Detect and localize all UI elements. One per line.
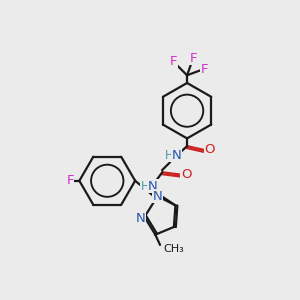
Text: F: F	[200, 63, 208, 76]
Text: F: F	[66, 174, 74, 187]
Text: H: H	[165, 149, 174, 162]
Text: F: F	[169, 55, 177, 68]
Text: F: F	[190, 52, 197, 65]
Text: O: O	[204, 143, 215, 157]
Text: O: O	[181, 168, 192, 181]
Text: CH₃: CH₃	[164, 244, 184, 254]
Text: N: N	[153, 190, 163, 203]
Text: N: N	[148, 180, 158, 193]
Text: N: N	[171, 149, 181, 162]
Text: N: N	[136, 212, 146, 225]
Text: H: H	[141, 180, 150, 193]
